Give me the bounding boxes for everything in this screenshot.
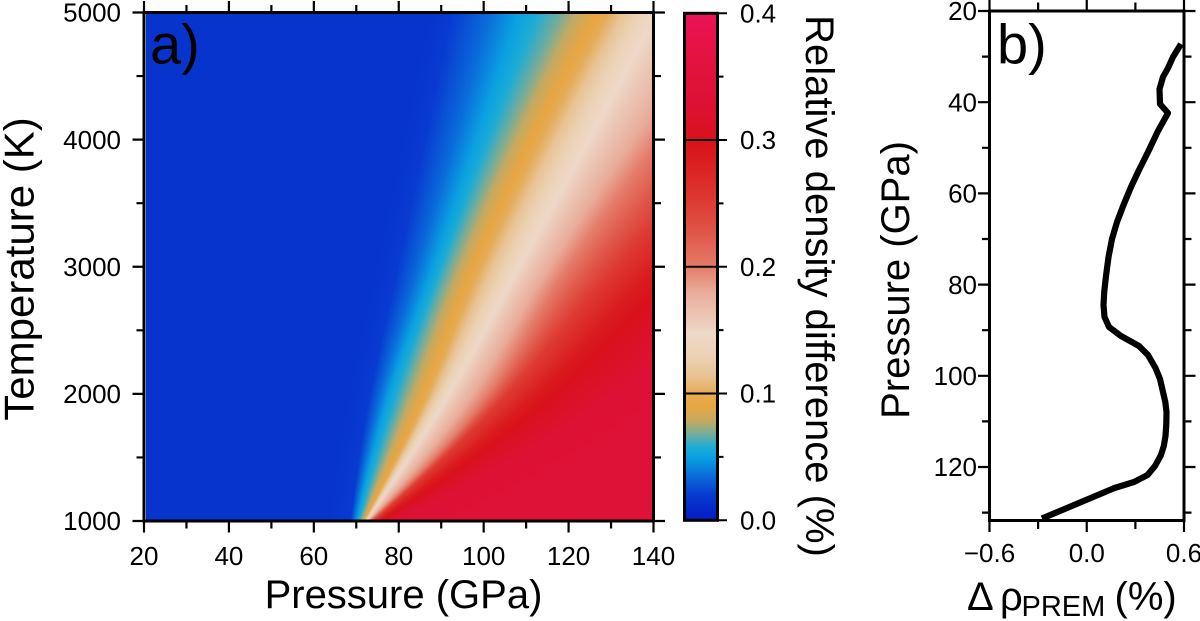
- svg-text:Δ: Δ: [967, 575, 994, 619]
- svg-text:3000: 3000: [63, 252, 121, 282]
- svg-text:140: 140: [632, 541, 675, 571]
- svg-text:b): b): [997, 13, 1047, 76]
- svg-text:100: 100: [934, 361, 977, 391]
- svg-text:120: 120: [547, 541, 590, 571]
- svg-text:PREM: PREM: [1022, 591, 1106, 621]
- svg-text:Pressure (GPa): Pressure (GPa): [874, 141, 918, 419]
- svg-text:Temperature (K): Temperature (K): [0, 117, 43, 420]
- svg-text:0.0: 0.0: [1069, 538, 1105, 568]
- svg-text:40: 40: [948, 87, 977, 117]
- svg-text:Pressure (GPa): Pressure (GPa): [265, 573, 543, 617]
- svg-text:60: 60: [948, 179, 977, 209]
- svg-text:4000: 4000: [63, 125, 121, 155]
- svg-text:5000: 5000: [63, 0, 121, 28]
- svg-text:100: 100: [462, 541, 505, 571]
- svg-text:60: 60: [299, 541, 328, 571]
- svg-text:Relative density difference (%: Relative density difference (%): [797, 15, 841, 557]
- svg-text:ρ: ρ: [1000, 575, 1023, 619]
- svg-text:0.6: 0.6: [1166, 538, 1200, 568]
- svg-text:0.2: 0.2: [740, 252, 776, 282]
- svg-text:40: 40: [214, 541, 243, 571]
- svg-text:20: 20: [948, 0, 977, 26]
- svg-text:80: 80: [384, 541, 413, 571]
- svg-text:0.3: 0.3: [740, 125, 776, 155]
- svg-text:2000: 2000: [63, 379, 121, 409]
- svg-text:120: 120: [934, 452, 977, 482]
- svg-text:80: 80: [948, 270, 977, 300]
- svg-text:(%): (%): [1115, 575, 1177, 619]
- svg-text:20: 20: [130, 541, 159, 571]
- svg-text:0.0: 0.0: [740, 506, 776, 536]
- svg-text:−0.6: −0.6: [964, 538, 1015, 568]
- svg-text:1000: 1000: [63, 506, 121, 536]
- svg-text:0.1: 0.1: [740, 379, 776, 409]
- svg-text:a): a): [150, 13, 200, 76]
- svg-text:0.4: 0.4: [740, 0, 776, 29]
